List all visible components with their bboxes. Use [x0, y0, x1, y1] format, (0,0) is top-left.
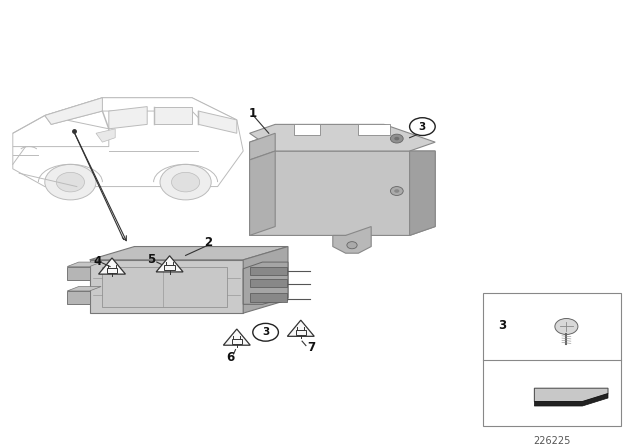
Circle shape — [390, 186, 403, 195]
Text: 6: 6 — [227, 351, 234, 364]
Circle shape — [172, 172, 200, 192]
Text: 4: 4 — [93, 255, 101, 268]
Polygon shape — [67, 267, 90, 280]
Polygon shape — [13, 98, 243, 186]
Text: 2: 2 — [204, 236, 212, 249]
Polygon shape — [250, 267, 287, 276]
Polygon shape — [67, 262, 101, 267]
Polygon shape — [96, 129, 115, 142]
Text: 3: 3 — [499, 319, 506, 332]
Polygon shape — [358, 125, 390, 135]
Polygon shape — [154, 107, 192, 125]
Circle shape — [555, 319, 578, 335]
FancyBboxPatch shape — [164, 265, 175, 270]
Polygon shape — [45, 98, 237, 125]
Polygon shape — [156, 256, 183, 272]
Text: 5: 5 — [148, 254, 156, 267]
Text: 7: 7 — [308, 341, 316, 354]
Polygon shape — [410, 151, 435, 236]
Circle shape — [160, 164, 211, 200]
Polygon shape — [45, 98, 102, 125]
Polygon shape — [250, 293, 287, 302]
Circle shape — [394, 189, 399, 193]
FancyBboxPatch shape — [232, 339, 242, 344]
Polygon shape — [250, 133, 275, 218]
Polygon shape — [250, 125, 435, 151]
Text: 3: 3 — [262, 327, 269, 337]
Text: 226225: 226225 — [533, 436, 571, 446]
Circle shape — [394, 137, 399, 140]
Polygon shape — [287, 320, 314, 336]
Polygon shape — [198, 111, 237, 133]
Polygon shape — [99, 258, 125, 274]
Polygon shape — [67, 291, 90, 304]
Text: 1: 1 — [249, 107, 257, 120]
Circle shape — [45, 164, 96, 200]
Polygon shape — [294, 125, 320, 135]
Polygon shape — [109, 107, 147, 129]
FancyBboxPatch shape — [107, 267, 117, 272]
Polygon shape — [333, 227, 371, 253]
Polygon shape — [90, 260, 243, 313]
Polygon shape — [250, 151, 435, 236]
Circle shape — [410, 118, 435, 135]
Text: 3: 3 — [419, 121, 426, 132]
Circle shape — [390, 134, 403, 143]
Polygon shape — [250, 133, 275, 160]
Polygon shape — [250, 279, 287, 288]
Polygon shape — [223, 329, 250, 345]
Polygon shape — [243, 262, 288, 304]
Polygon shape — [67, 287, 101, 291]
Circle shape — [347, 241, 357, 249]
Polygon shape — [243, 246, 288, 313]
Polygon shape — [534, 394, 608, 406]
Polygon shape — [250, 151, 275, 236]
Polygon shape — [90, 246, 288, 260]
Polygon shape — [534, 388, 608, 401]
FancyBboxPatch shape — [296, 330, 306, 335]
Polygon shape — [102, 267, 227, 306]
FancyBboxPatch shape — [483, 293, 621, 426]
Circle shape — [253, 323, 278, 341]
Circle shape — [56, 172, 84, 192]
